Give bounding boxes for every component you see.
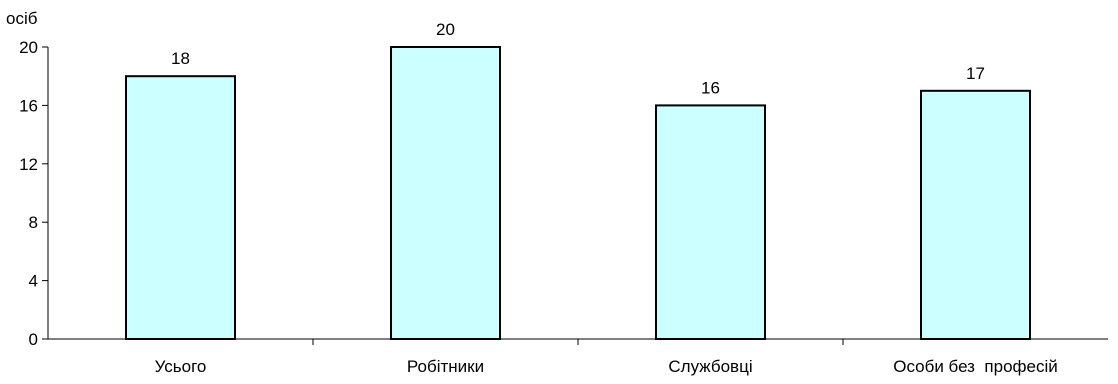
x-axis-ticks: Усього Робітники Службовці Особи без профес… [155,339,1058,376]
bar [125,75,236,340]
y-tick-label: 8 [29,213,38,232]
bar [390,46,501,340]
y-axis-ticks: 0 4 8 12 16 20 [19,38,48,349]
x-category-label: Усього [155,357,207,376]
x-category-label: Службовці [668,357,752,376]
y-tick-label: 0 [29,330,38,349]
bar-value-label: 16 [701,78,720,97]
y-axis-unit-label: осіб [6,9,38,28]
x-category-label: Робітники [407,357,484,376]
bar-value-label: 20 [436,20,455,39]
bar-value-label: 17 [966,64,985,83]
x-category-label: Особи без професій [893,357,1058,376]
y-tick-label: 12 [19,155,38,174]
y-tick-label: 20 [19,38,38,57]
y-tick-label: 16 [19,96,38,115]
bar-value-label: 18 [171,49,190,68]
bar [655,104,766,341]
bars [125,46,1031,341]
bar [920,89,1031,340]
y-tick-label: 4 [29,272,38,291]
data-labels: 18 20 16 17 [171,20,985,97]
